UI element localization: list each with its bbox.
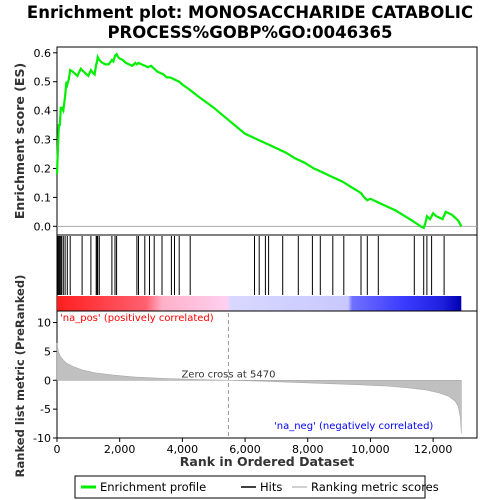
legend-enrichment-label: Enrichment profile xyxy=(100,480,206,494)
x-tick-label: 6,000 xyxy=(229,443,261,456)
x-tick-label: 0 xyxy=(54,443,61,456)
es-panel-frame xyxy=(56,46,478,236)
legend-hits-label: Hits xyxy=(260,480,282,494)
enrichment-profile-line xyxy=(55,52,463,230)
ranked-y-axis-label: Ranked list metric (PreRanked) xyxy=(13,275,27,478)
es-y-tick-label: 0.6 xyxy=(34,47,52,60)
positive-correlation-label: 'na_pos' (positively correlated) xyxy=(60,313,214,324)
negative-correlation-label: 'na_neg' (negatively correlated) xyxy=(274,421,433,432)
ranked-panel-frame xyxy=(56,310,478,439)
ranked-y-tick-label: -10 xyxy=(33,432,51,445)
es-y-tick-label: 0.3 xyxy=(34,134,52,147)
es-y-tick-label: 0.0 xyxy=(34,220,52,233)
x-tick-label: 2,000 xyxy=(104,443,136,456)
zero-cross-label: Zero cross at 5470 xyxy=(181,369,275,380)
ranking-metric-area xyxy=(56,342,462,434)
es-y-tick-label: 0.4 xyxy=(34,105,52,118)
ranked-y-ticks: -10 -5 0 5 10 xyxy=(33,317,57,445)
es-y-tick-label: 0.2 xyxy=(34,162,52,175)
ranked-y-tick-label: 5 xyxy=(44,345,51,358)
legend-ranking-label: Ranking metric scores xyxy=(311,480,439,494)
es-y-ticks: 0.0 0.1 0.2 0.3 0.4 0.5 0.6 xyxy=(34,47,57,233)
x-tick-label: 12,000 xyxy=(414,443,453,456)
chart-title-line2: PROCESS%GOBP%GO:0046365 xyxy=(107,23,392,42)
x-tick-label: 10,000 xyxy=(351,443,390,456)
chart-title-line1: Enrichment plot: MONOSACCHARIDE CATABOLI… xyxy=(27,3,473,22)
x-tick-label: 4,000 xyxy=(167,443,199,456)
es-y-tick-label: 0.5 xyxy=(34,76,52,89)
ranked-y-tick-label: -5 xyxy=(40,403,51,416)
hit-markers xyxy=(57,236,445,295)
ranked-y-tick-label: 0 xyxy=(44,374,51,387)
ranking-color-bar xyxy=(57,296,462,311)
es-y-tick-label: 0.1 xyxy=(34,191,52,204)
x-axis-ticks: 0 2,000 4,000 6,000 8,000 10,000 12,000 xyxy=(54,438,453,456)
es-y-axis-label: Enrichment score (ES) xyxy=(12,63,27,219)
x-tick-label: 8,000 xyxy=(292,443,324,456)
ranked-y-tick-label: 10 xyxy=(37,317,51,330)
x-axis-label: Rank in Ordered Dataset xyxy=(180,454,354,469)
legend: Enrichment profile Hits Ranking metric s… xyxy=(74,475,439,499)
